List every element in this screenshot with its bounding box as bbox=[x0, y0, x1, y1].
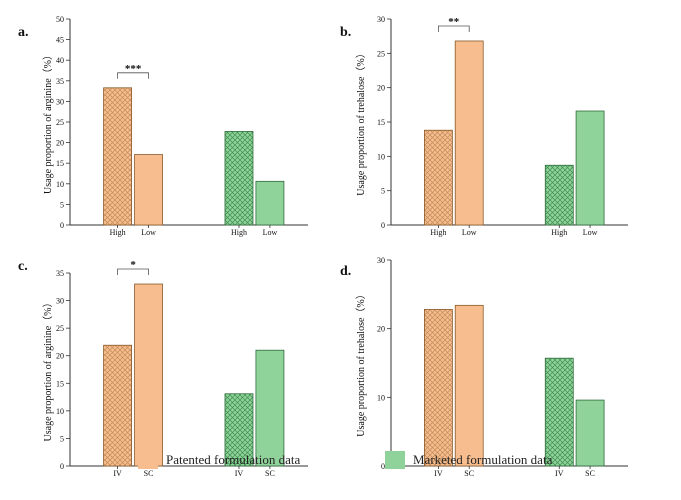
bar-marketed-low bbox=[255, 180, 285, 226]
y-tick-label: 50 bbox=[56, 15, 64, 24]
legend-item-patented: Patented formulation data bbox=[138, 450, 300, 470]
bar-patented-low bbox=[454, 40, 484, 226]
panel-letter: a. bbox=[18, 25, 29, 40]
y-axis-label: Usage proportion of arginine（%） bbox=[42, 50, 54, 194]
x-category-label: High bbox=[430, 228, 446, 237]
y-tick-label: 35 bbox=[56, 77, 64, 86]
y-tick-label: 20 bbox=[377, 84, 385, 93]
x-category-label: IV bbox=[113, 469, 122, 478]
x-category-label: SC bbox=[144, 469, 154, 478]
x-category-label: High bbox=[551, 228, 567, 237]
bar-marketed-high bbox=[224, 131, 254, 226]
bar-patented-iv bbox=[103, 344, 132, 467]
panel-a: a. Usage proportion of arginine（%） 0 5 10 15 2… bbox=[18, 15, 308, 237]
x-category-label: Low bbox=[583, 228, 598, 237]
legend-swatch-patented bbox=[138, 451, 158, 469]
y-tick-label: 10 bbox=[56, 180, 64, 189]
bar-patented-sc bbox=[454, 304, 484, 467]
legend-item-marketed: Marketed formulation data bbox=[385, 450, 552, 470]
y-tick-label: 30 bbox=[56, 297, 64, 306]
x-category-label: Low bbox=[263, 228, 278, 237]
x-category-label: SC bbox=[265, 469, 275, 478]
y-tick-label: 20 bbox=[377, 325, 385, 334]
y-tick-label: 5 bbox=[60, 200, 64, 209]
bar-marketed-iv bbox=[224, 393, 254, 467]
y-tick-label: 10 bbox=[377, 393, 385, 402]
y-tick-label: 15 bbox=[377, 118, 385, 127]
y-tick-label: 20 bbox=[56, 139, 64, 148]
y-tick-label: 10 bbox=[377, 152, 385, 161]
y-tick-label: 25 bbox=[56, 118, 64, 127]
panel-letter: d. bbox=[340, 264, 351, 279]
x-category-label: SC bbox=[585, 469, 595, 478]
x-category-label: IV bbox=[434, 469, 443, 478]
y-tick-label: 0 bbox=[381, 462, 385, 471]
y-axis-label: Usage proportion of trehalose（%） bbox=[355, 289, 367, 436]
legend-label-patented: Patented formulation data bbox=[166, 452, 301, 467]
significance-bracket bbox=[117, 268, 149, 276]
bar-patented-iv bbox=[423, 309, 453, 467]
y-tick-label: 5 bbox=[381, 187, 385, 196]
y-tick-label: 40 bbox=[56, 56, 64, 65]
y-tick-label: 30 bbox=[56, 97, 64, 106]
bar-patented-high bbox=[423, 129, 453, 226]
bar-marketed-sc bbox=[575, 399, 605, 467]
panel-letter: c. bbox=[18, 259, 28, 274]
y-tick-label: 25 bbox=[56, 324, 64, 333]
bar-patented-sc bbox=[134, 283, 163, 467]
y-tick-label: 45 bbox=[56, 36, 64, 45]
y-tick-label: 25 bbox=[377, 49, 385, 58]
significance-label: *** bbox=[125, 63, 142, 75]
y-tick-label: 15 bbox=[56, 159, 64, 168]
x-category-label: Low bbox=[462, 228, 477, 237]
panel-c: c. Usage proportion of arginine（%） 0 5 10 15 2… bbox=[18, 259, 308, 478]
y-tick-label: 5 bbox=[60, 434, 64, 443]
significance-bracket bbox=[438, 25, 470, 32]
panel-d: d. Usage proportion of trehalose（%） 0 10 20 3… bbox=[340, 256, 628, 478]
x-category-label: Low bbox=[141, 228, 156, 237]
panel-b: b. Usage proportion of trehalose（%） 0 5 10 15… bbox=[340, 15, 628, 237]
bar-marketed-iv bbox=[544, 357, 574, 467]
significance-bracket bbox=[117, 72, 149, 79]
y-axis-label: Usage proportion of arginine（%） bbox=[42, 298, 54, 442]
y-axis-label: Usage proportion of trehalose（%） bbox=[355, 48, 367, 195]
y-tick-label: 0 bbox=[60, 221, 64, 230]
y-tick-label: 30 bbox=[377, 256, 385, 265]
x-category-label: High bbox=[231, 228, 247, 237]
x-category-label: IV bbox=[555, 469, 564, 478]
significance-label: ** bbox=[448, 16, 460, 28]
bar-marketed-sc bbox=[255, 349, 285, 467]
bar-patented-high bbox=[103, 87, 132, 226]
bar-patented-low bbox=[134, 154, 163, 226]
bar-marketed-high bbox=[544, 164, 574, 226]
y-tick-label: 15 bbox=[56, 379, 64, 388]
legend: Patented formulation data Marketed formu… bbox=[0, 446, 681, 474]
significance-label: * bbox=[130, 259, 136, 271]
x-category-label: High bbox=[110, 228, 126, 237]
y-tick-label: 10 bbox=[56, 407, 64, 416]
y-tick-label: 0 bbox=[381, 221, 385, 230]
y-tick-label: 30 bbox=[377, 15, 385, 24]
bar-marketed-low bbox=[575, 110, 605, 226]
y-tick-label: 0 bbox=[60, 462, 64, 471]
x-category-label: IV bbox=[235, 469, 244, 478]
y-tick-label: 35 bbox=[56, 269, 64, 278]
y-tick-label: 20 bbox=[56, 352, 64, 361]
panel-letter: b. bbox=[340, 25, 351, 40]
legend-label-marketed: Marketed formulation data bbox=[413, 452, 553, 467]
legend-swatch-marketed bbox=[385, 451, 405, 469]
x-category-label: SC bbox=[464, 469, 474, 478]
